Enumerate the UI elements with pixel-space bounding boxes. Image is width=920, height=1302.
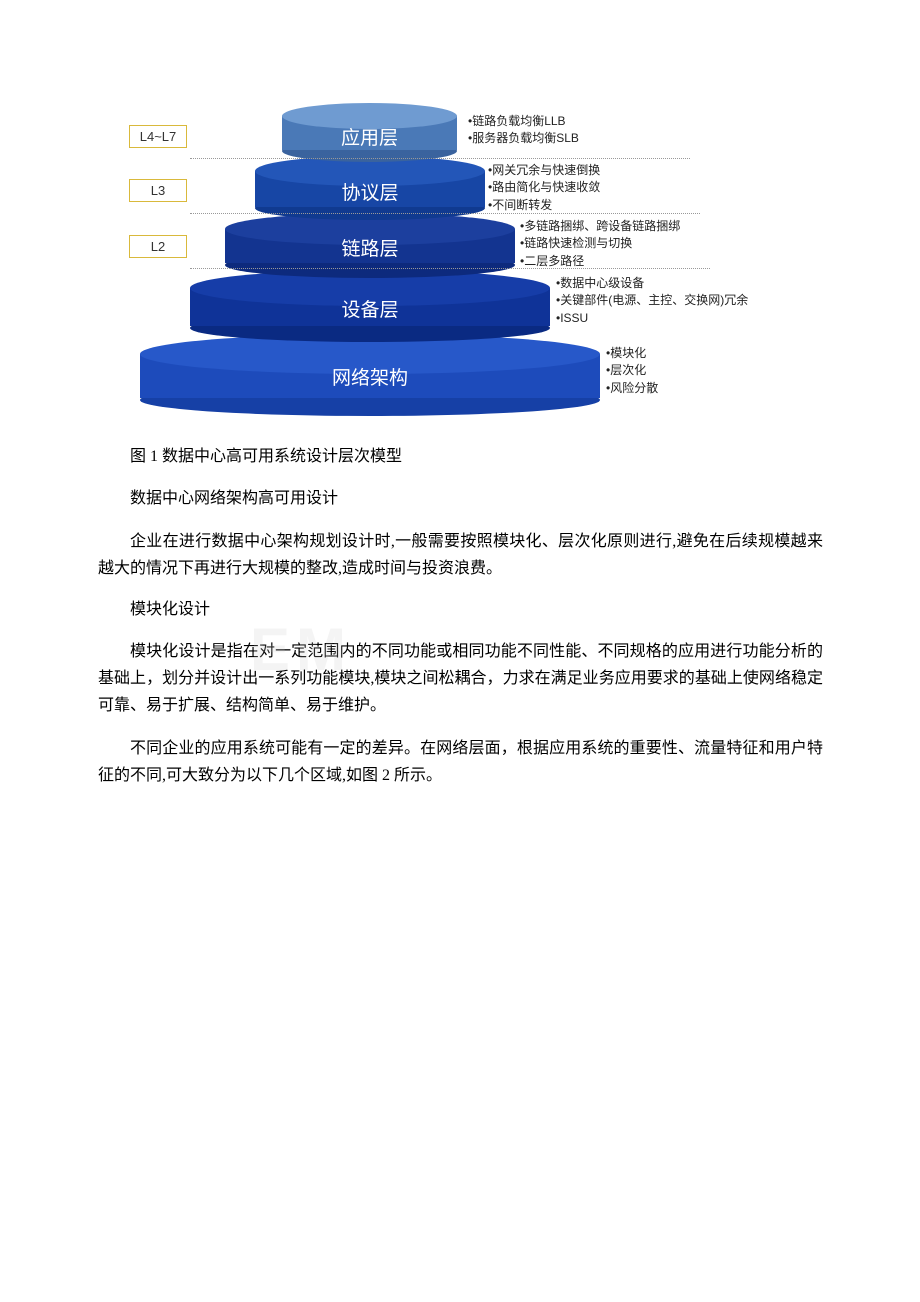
description-bullet: 链路负载均衡LLB	[468, 113, 579, 130]
section-heading-1: 数据中心网络架构高可用设计	[98, 485, 823, 512]
description-bullet: 服务器负载均衡SLB	[468, 130, 579, 147]
dotted-divider	[190, 213, 700, 214]
section-heading-2: 模块化设计	[98, 596, 823, 623]
layer-description: 模块化层次化风险分散	[606, 345, 658, 397]
description-bullet: 网关冗余与快速倒换	[488, 162, 600, 179]
description-bullet: 层次化	[606, 362, 658, 379]
figure-caption: 图 1 数据中心高可用系统设计层次模型	[98, 443, 823, 470]
layer-tag: L2	[129, 235, 187, 258]
description-bullet: 模块化	[606, 345, 658, 362]
description-bullet: 数据中心级设备	[556, 275, 748, 292]
layer-label: 协议层	[255, 179, 485, 203]
layer-label: 设备层	[190, 296, 550, 320]
description-bullet: 关键部件(电源、主控、交换网)冗余	[556, 292, 748, 309]
description-bullet: 二层多路径	[520, 253, 680, 270]
layer-tag: L3	[129, 179, 187, 202]
layer-diagram: L4~L7 L3 L2 应用层链路负载均衡LLB服务器负载均衡SLB 协议层网关冗余与快…	[120, 100, 820, 420]
paragraph-1: 企业在进行数据中心架构规划设计时,一般需要按照模块化、层次化原则进行,避免在后续…	[98, 528, 823, 582]
layer-tag: L4~L7	[129, 125, 187, 148]
description-bullet: 风险分散	[606, 380, 658, 397]
dotted-divider	[190, 158, 690, 159]
description-bullet: ISSU	[556, 310, 748, 327]
description-bullet: 路由简化与快速收敛	[488, 179, 600, 196]
layer-description: 网关冗余与快速倒换路由简化与快速收敛不间断转发	[488, 162, 600, 214]
description-bullet: 不间断转发	[488, 197, 600, 214]
layer-label: 网络架构	[140, 364, 600, 388]
layer-label: 链路层	[225, 235, 515, 259]
layer-description: 链路负载均衡LLB服务器负载均衡SLB	[468, 113, 579, 148]
paragraph-2: 模块化设计是指在对一定范围内的不同功能或相同功能不同性能、不同规格的应用进行功能…	[98, 638, 823, 720]
layer-label: 应用层	[282, 124, 457, 148]
layer-description: 多链路捆绑、跨设备链路捆绑链路快速检测与切换二层多路径	[520, 218, 680, 270]
layer-description: 数据中心级设备关键部件(电源、主控、交换网)冗余ISSU	[556, 275, 748, 327]
description-bullet: 链路快速检测与切换	[520, 235, 680, 252]
description-bullet: 多链路捆绑、跨设备链路捆绑	[520, 218, 680, 235]
paragraph-3: 不同企业的应用系统可能有一定的差异。在网络层面，根据应用系统的重要性、流量特征和…	[98, 735, 823, 789]
